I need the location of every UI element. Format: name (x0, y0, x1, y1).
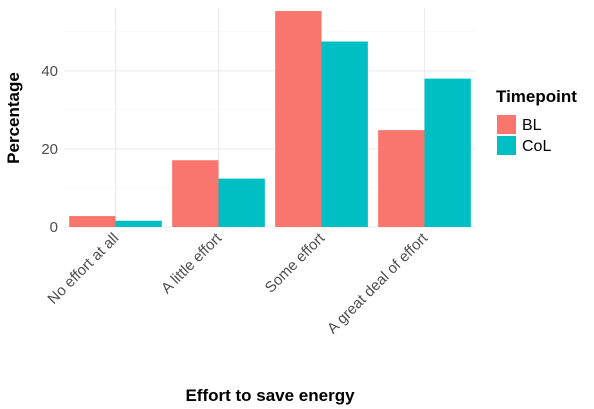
x-tick-label: A great deal of effort (324, 229, 432, 337)
bar-bl-0 (69, 216, 116, 227)
x-tick-label: Some effort (262, 229, 329, 296)
bar-bl-1 (172, 160, 219, 227)
legend-label-bl: BL (522, 117, 542, 134)
bar-col-1 (218, 178, 265, 227)
bar-bl-2 (275, 11, 322, 228)
y-tick-label: 0 (50, 219, 58, 236)
bar-col-0 (115, 220, 162, 227)
legend-label-col: CoL (522, 138, 551, 155)
x-tick-labels: No effort at all A little effort Some effo… (44, 229, 431, 337)
bar-col-3 (424, 78, 471, 227)
legend-title: Timepoint (496, 87, 577, 106)
y-tick-label: 20 (41, 141, 58, 158)
x-tick-label: A little effort (158, 229, 226, 297)
legend-key-bl (497, 115, 516, 134)
x-tick-label: No effort at all (44, 230, 122, 308)
x-axis-title: Effort to save energy (185, 386, 355, 405)
y-axis-title: Percentage (4, 72, 23, 164)
legend: Timepoint BL CoL (496, 87, 577, 155)
y-tick-label: 40 (41, 63, 58, 80)
legend-key-col (497, 136, 516, 155)
bar-col-2 (321, 41, 368, 228)
bar-bl-3 (378, 130, 425, 227)
bars (69, 11, 471, 228)
y-tick-labels: 0 20 40 (41, 63, 58, 236)
